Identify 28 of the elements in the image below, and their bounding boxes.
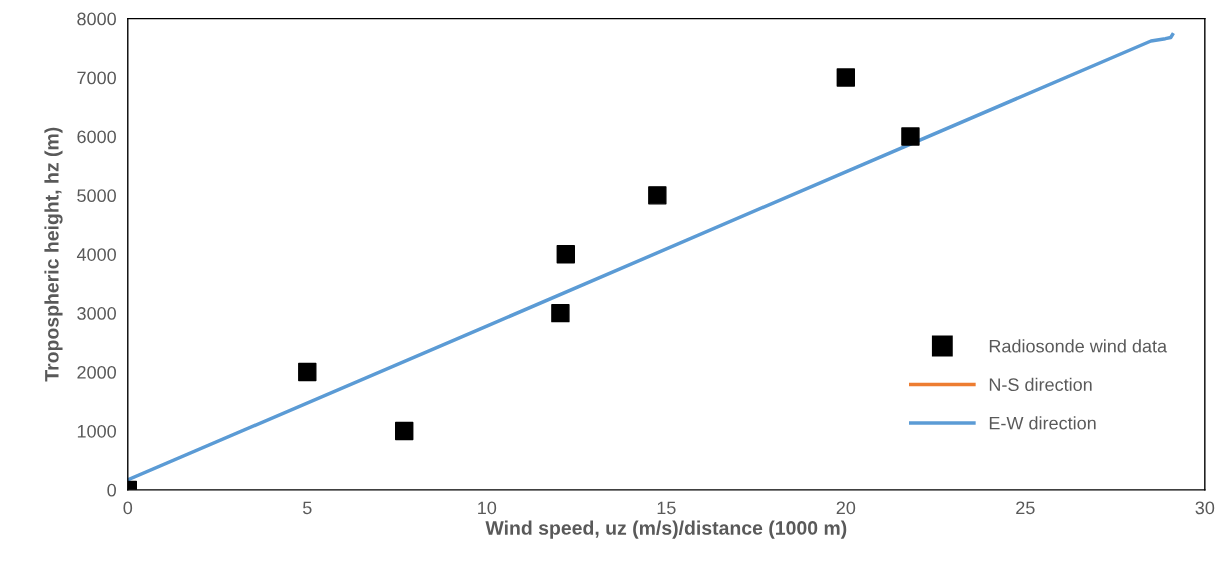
point [836,68,856,87]
x-tick-label: 0 [123,501,133,515]
y-tick-label: 8000 [77,12,116,26]
y-tick-label: 6000 [77,130,116,144]
x-tick-label: 30 [1195,501,1215,515]
y-tick-label: 0 [107,483,116,497]
x-tick-label: 25 [1016,501,1035,515]
y-tick-label: 1000 [77,424,116,438]
x-tick-label: 5 [302,501,312,515]
x-tick-label: 15 [657,501,676,515]
point [298,362,317,382]
x-tick-label: 10 [478,501,497,515]
legend-label: E-W direction [989,416,1096,430]
x-tick-label: 20 [836,501,856,515]
point [556,245,575,264]
y-tick-label: 3000 [77,307,116,320]
y-tick-label: 5000 [77,189,116,203]
point [901,127,920,146]
point [648,186,667,205]
x-axis-title: Wind speed, uz (m/s)/distance (1000 m) [485,520,847,539]
y-tick-label: 7000 [77,71,116,85]
y-axis-title: Tropospheric height, hz (m) [44,127,63,382]
point [551,303,570,323]
y-tick-label: 2000 [77,365,116,379]
point [395,421,414,441]
legend-label: Radiosonde wind data [989,339,1168,353]
y-tick-label: 4000 [76,248,116,261]
legend-label: N-S direction [989,377,1092,392]
